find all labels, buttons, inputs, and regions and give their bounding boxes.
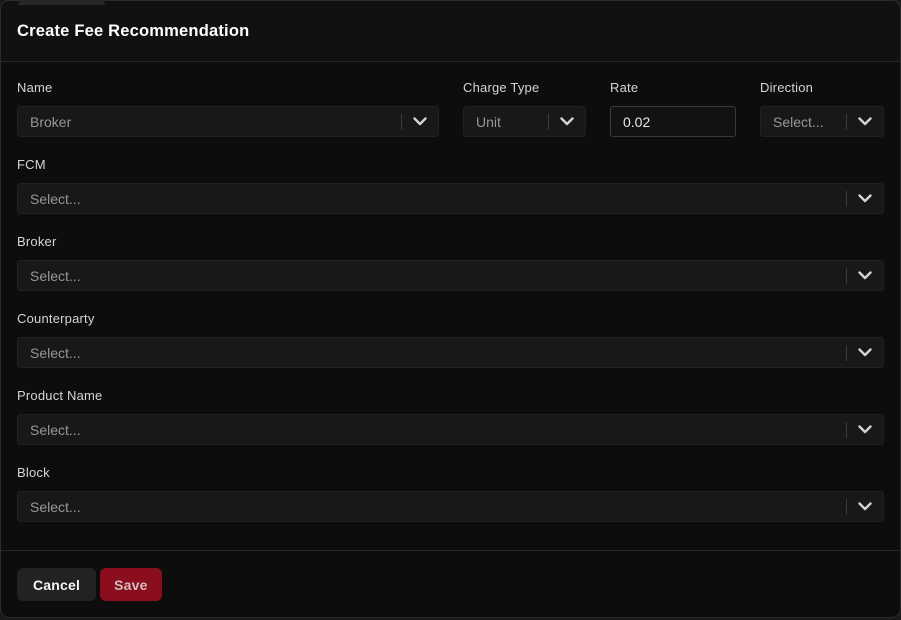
select-divider	[846, 421, 847, 438]
form-row-1: Name Broker Charge Type Unit	[17, 80, 884, 137]
broker-select[interactable]: Select...	[17, 260, 884, 291]
rate-label: Rate	[610, 80, 639, 95]
name-label: Name	[17, 80, 53, 95]
name-select[interactable]: Broker	[17, 106, 439, 137]
direction-field-group: Direction Select...	[760, 80, 884, 137]
chevron-down-icon[interactable]	[847, 194, 883, 203]
modal-title: Create Fee Recommendation	[17, 21, 250, 40]
fcm-label: FCM	[17, 157, 46, 172]
cancel-button[interactable]: Cancel	[17, 568, 97, 601]
charge-type-label: Charge Type	[463, 80, 540, 95]
select-divider	[846, 190, 847, 207]
product-name-label: Product Name	[17, 388, 103, 403]
broker-select-placeholder: Select...	[30, 267, 81, 284]
direction-select[interactable]: Select...	[760, 106, 884, 137]
chevron-down-icon[interactable]	[847, 502, 883, 511]
counterparty-select-placeholder: Select...	[30, 344, 81, 361]
counterparty-select[interactable]: Select...	[17, 337, 884, 368]
select-divider	[846, 344, 847, 361]
rate-input[interactable]	[610, 106, 736, 137]
chevron-down-icon[interactable]	[847, 425, 883, 434]
block-select[interactable]: Select...	[17, 491, 884, 522]
charge-type-select-value: Unit	[476, 113, 501, 130]
chevron-down-icon[interactable]	[402, 117, 438, 126]
charge-type-select[interactable]: Unit	[463, 106, 586, 137]
fcm-select-placeholder: Select...	[30, 190, 81, 207]
broker-field-group: Broker Select...	[17, 234, 884, 291]
direction-select-placeholder: Select...	[773, 113, 824, 130]
rate-field-group: Rate	[610, 80, 736, 137]
fcm-field-group: FCM Select...	[17, 157, 884, 214]
name-field-group: Name Broker	[17, 80, 439, 137]
chevron-down-icon[interactable]	[847, 348, 883, 357]
select-divider	[846, 113, 847, 130]
direction-label: Direction	[760, 80, 814, 95]
name-select-value: Broker	[30, 113, 72, 130]
modal-header: Create Fee Recommendation	[1, 1, 900, 62]
modal-body: Name Broker Charge Type Unit	[1, 62, 900, 550]
product-name-select-placeholder: Select...	[30, 421, 81, 438]
counterparty-label: Counterparty	[17, 311, 95, 326]
modal-footer: Cancel Save	[1, 550, 900, 617]
chevron-down-icon[interactable]	[847, 117, 883, 126]
charge-type-field-group: Charge Type Unit	[463, 80, 586, 137]
select-divider	[401, 113, 402, 130]
block-select-placeholder: Select...	[30, 498, 81, 515]
save-button[interactable]: Save	[100, 568, 162, 601]
chevron-down-icon[interactable]	[847, 271, 883, 280]
select-divider	[846, 498, 847, 515]
product-name-select[interactable]: Select...	[17, 414, 884, 445]
block-field-group: Block Select...	[17, 465, 884, 522]
fcm-select[interactable]: Select...	[17, 183, 884, 214]
broker-label: Broker	[17, 234, 57, 249]
select-divider	[548, 113, 549, 130]
background-page-element	[18, 0, 105, 5]
chevron-down-icon[interactable]	[549, 117, 585, 126]
counterparty-field-group: Counterparty Select...	[17, 311, 884, 368]
select-divider	[846, 267, 847, 284]
product-name-field-group: Product Name Select...	[17, 388, 884, 445]
block-label: Block	[17, 465, 50, 480]
